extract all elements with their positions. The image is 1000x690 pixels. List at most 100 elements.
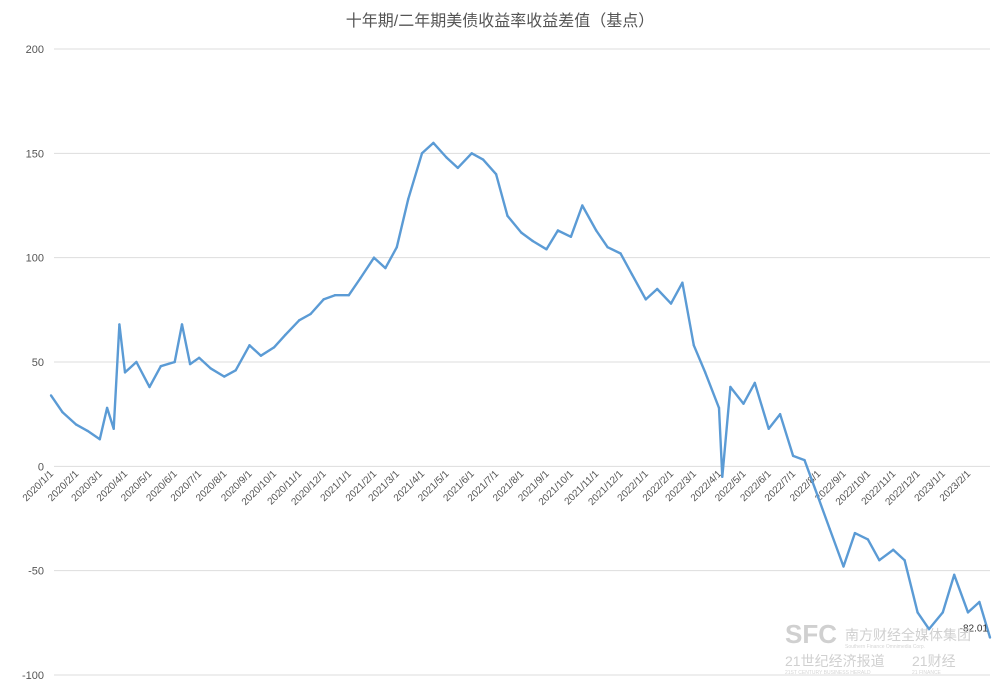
data-point	[506, 214, 509, 218]
data-point	[828, 527, 831, 531]
data-point	[470, 152, 473, 155]
y-axis: 200 150 100 50 0 -50 -100	[22, 44, 44, 682]
data-point	[531, 239, 534, 243]
data-point	[520, 231, 523, 234]
watermark: SFC 南方财经全媒体集团 Southern Finance Omnimedia…	[785, 619, 971, 676]
data-point	[941, 611, 944, 614]
data-point	[729, 385, 732, 389]
watermark-brand-2-en: 21 FINANCE	[912, 670, 942, 676]
watermark-brand-2: 21财经	[912, 653, 956, 669]
data-point	[581, 204, 584, 207]
data-point	[692, 344, 695, 347]
data-point	[49, 394, 53, 397]
data-point	[223, 375, 226, 378]
data-point	[878, 559, 881, 562]
data-point	[420, 152, 424, 155]
data-point	[866, 538, 870, 541]
data-point	[118, 323, 121, 326]
data-point	[656, 287, 659, 291]
gridlines	[54, 48, 990, 676]
data-point	[966, 611, 970, 614]
data-point	[372, 256, 376, 259]
data-point	[159, 365, 162, 368]
data-point	[432, 141, 435, 145]
data-point	[209, 367, 212, 370]
chart-title: 十年期/二年期美债收益率收益差值（基点）	[346, 12, 654, 30]
data-point	[395, 246, 398, 249]
data-point	[148, 385, 151, 389]
data-point	[309, 312, 312, 316]
y-tick-label: 200	[26, 44, 44, 56]
data-point	[630, 273, 634, 276]
data-point	[803, 458, 806, 462]
data-point	[791, 454, 795, 458]
data-point	[842, 565, 845, 568]
data-point	[494, 173, 498, 176]
data-point	[988, 636, 992, 639]
watermark-group-name: 南方财经全媒体集团	[845, 627, 971, 643]
data-point	[384, 266, 387, 270]
data-point	[953, 573, 956, 576]
data-point	[86, 429, 89, 433]
data-point	[347, 294, 350, 297]
data-point	[704, 371, 707, 374]
y-tick-label: -100	[22, 670, 44, 682]
data-point	[173, 360, 176, 364]
data-point	[333, 294, 337, 297]
data-point	[892, 548, 895, 551]
data-point	[180, 323, 184, 326]
data-point	[927, 627, 931, 631]
data-point	[681, 281, 684, 284]
data-point	[359, 277, 362, 280]
data-point	[817, 496, 820, 499]
data-point	[644, 298, 647, 301]
data-point	[778, 413, 782, 416]
data-point	[742, 402, 745, 405]
watermark-logo: SFC	[785, 619, 837, 649]
data-point	[903, 559, 906, 562]
data-point	[853, 531, 857, 535]
data-point	[284, 333, 287, 337]
data-point	[595, 229, 598, 232]
data-point	[298, 319, 301, 322]
y-tick-label: 100	[26, 253, 44, 265]
data-point	[717, 406, 721, 410]
data-point	[721, 475, 724, 478]
data-point	[753, 381, 756, 385]
data-point	[619, 252, 622, 255]
data-point	[259, 354, 263, 357]
data-point	[407, 198, 410, 201]
watermark-group-name-en: Southern Finance Omnimedia Corp.	[845, 644, 925, 650]
y-tick-label: -50	[28, 566, 44, 578]
y-tick-label: 0	[38, 461, 44, 473]
data-point	[481, 158, 485, 161]
x-axis: 2020/1/12020/2/12020/3/12020/4/12020/5/1…	[21, 468, 974, 508]
data-point	[112, 427, 115, 430]
series-layer: -82.01	[49, 141, 992, 639]
y-tick-label: 50	[32, 357, 44, 369]
data-point	[75, 423, 78, 426]
data-point	[234, 369, 237, 372]
data-point	[188, 362, 192, 366]
watermark-brand-1: 21世纪经济报道	[785, 653, 885, 669]
series-line-0	[50, 141, 992, 638]
data-point	[545, 248, 548, 251]
data-point	[978, 600, 981, 604]
data-point	[556, 229, 560, 232]
data-point	[456, 166, 459, 170]
data-point	[135, 360, 138, 364]
data-point	[569, 235, 573, 238]
data-point	[98, 438, 102, 441]
data-point	[272, 346, 276, 349]
data-point	[767, 427, 770, 430]
y-tick-label: 150	[26, 148, 44, 160]
data-point	[105, 406, 109, 410]
data-point	[916, 611, 919, 614]
data-point	[606, 246, 609, 249]
data-point	[248, 344, 251, 347]
data-point	[61, 410, 64, 414]
watermark-brand-1-en: 21ST CENTURY BUSINESS HERALD	[785, 670, 871, 676]
data-point	[197, 356, 201, 359]
data-point	[123, 371, 127, 374]
